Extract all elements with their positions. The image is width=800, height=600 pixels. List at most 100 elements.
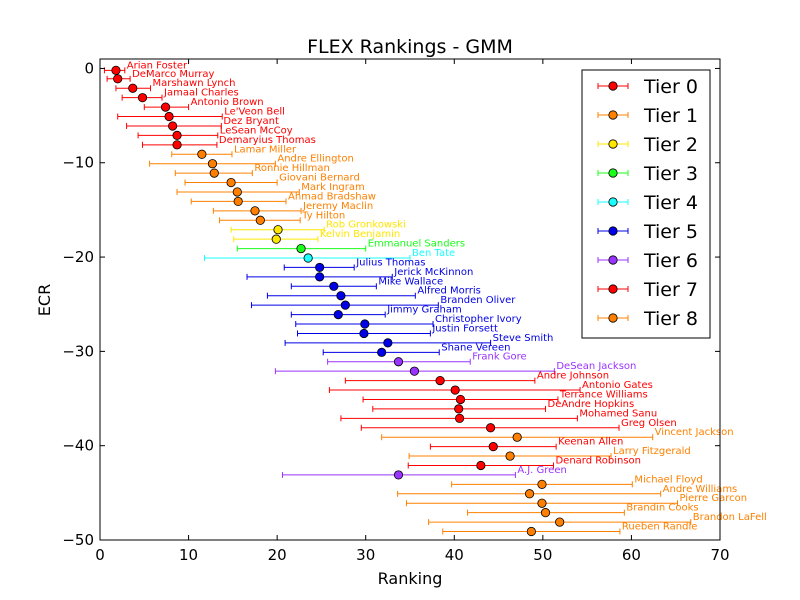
legend-label: Tier 2 [643,134,698,156]
player-mark: Marshawn Lynch [115,78,235,93]
data-point [160,102,171,112]
player-label: DeAndre Hopkins [548,399,635,410]
legend-marker [608,197,618,207]
player-label: Lamar Miller [234,144,297,155]
data-point [296,243,306,254]
legend-marker [608,168,618,178]
data-point [137,93,148,103]
data-point [488,442,498,452]
data-point [172,130,182,140]
player-mark: Jamaal Charles [121,88,239,103]
data-point [537,498,547,508]
player-label: Terrance Williams [559,389,648,400]
legend-label: Tier 4 [643,192,698,214]
plot-frame [99,58,721,541]
player-label: Antonio Gates [582,380,653,391]
legend-item: Tier 1 [597,105,698,127]
player-label: Michael Floyd [634,474,702,485]
player-label: Giovani Bernard [279,173,360,184]
player-label: Alfred Morris [417,286,481,297]
player-mark: Jimmy Graham [290,305,462,320]
player-label: Dez Bryant [223,116,279,127]
player-label: LeSean McCoy [220,125,293,136]
x-tick-label: 10 [179,546,198,564]
player-label: DeSean Jackson [556,361,636,372]
legend-marker [608,81,618,91]
player-mark: Mark Ingram [176,182,365,197]
data-point [540,508,551,518]
player-label: Andre Ellington [277,154,353,165]
data-point [450,385,460,395]
player-label: Brandon LaFell [693,512,767,523]
player-mark: Ahmad Bradshaw [190,191,376,207]
data-point [303,253,313,263]
player-mark: Greg Olsen [360,418,677,433]
legend-label: Tier 0 [643,76,698,98]
player-mark: Julius Thomas [283,257,425,273]
player-mark: Demaryius Thomas [142,135,316,150]
player-label: Steve Smith [493,333,554,344]
data-point [524,489,535,499]
y-tick-label: −50 [62,531,94,549]
legend-item: Tier 4 [597,192,698,214]
y-axis-label: ECR [35,284,54,316]
player-mark: Michael Floyd [451,474,703,489]
x-tick-label: 40 [445,546,464,564]
data-point [164,111,174,122]
player-label: Jimmy Graham [386,305,462,316]
data-point [512,432,522,442]
data-point [226,177,236,188]
data-point [377,347,387,357]
player-label: Vincent Jackson [655,427,734,438]
player-label: Ty Hilton [301,210,345,221]
player-label: Denard Robinson [555,455,641,466]
legend-item: Tier 0 [597,76,698,98]
player-label: Arian Foster [127,60,188,71]
x-tick-label: 70 [710,546,729,564]
player-mark: Arian Foster [103,60,188,75]
player-mark: Mike Wallace [290,276,443,291]
legend-marker [608,226,618,236]
y-tick-label: 0 [84,59,94,77]
player-label: Brandin Cooks [626,503,698,514]
data-point [336,291,346,301]
legend-item: Tier 7 [597,279,698,301]
axes: 0 10 20 30 40 50 60 70 0 −10 −20 −30 −40 −50 [62,59,730,564]
legend-label: Tier 8 [643,308,698,330]
player-label: Ahmad Bradshaw [288,191,376,202]
player-label: Rueben Randle [622,522,697,533]
legend-label: Tier 1 [643,105,698,127]
player-label: Marshawn Lynch [152,78,235,89]
data-point [113,74,123,84]
player-label: Jeremy Maclin [302,201,373,212]
legend-label: Tier 5 [643,221,698,243]
legend: Tier 0 Tier 1 Tier 2 Tier 3 Tier 4 Tier 5 Tier… [581,69,711,339]
player-label: Ronnie Hillman [254,163,329,174]
player-label: Christopher Ivory [435,314,522,325]
player-label: Kelvin Benjamin [320,229,400,240]
data-point [454,413,465,423]
player-mark: Christopher Ivory [295,314,522,329]
player-mark: Ben Tate [204,248,455,263]
legend-label: Tier 7 [643,279,698,301]
player-mark: A.J. Green [281,465,567,480]
player-mark: Brandon LaFell [428,512,767,527]
player-mark: Andre Ellington [149,154,354,169]
player-mark: Justin Forsett [297,323,498,339]
data-point [197,149,207,159]
player-mark: DeSean Jackson [274,361,636,376]
player-mark: Vincent Jackson [381,427,734,442]
data-point [409,366,420,376]
player-mark: DeAndre Hopkins [372,399,635,414]
player-mark: Mohamed Sanu [340,408,657,423]
player-mark: Ty Hilton [219,210,345,225]
data-point [333,309,343,320]
player-mark: Emmanuel Sanders [236,239,465,254]
player-mark: Shane Vereen [322,342,510,357]
data-point [393,357,404,367]
data-point [232,187,242,197]
player-mark: Rob Gronkowski [230,220,406,235]
player-label: Jamaal Charles [163,88,239,99]
